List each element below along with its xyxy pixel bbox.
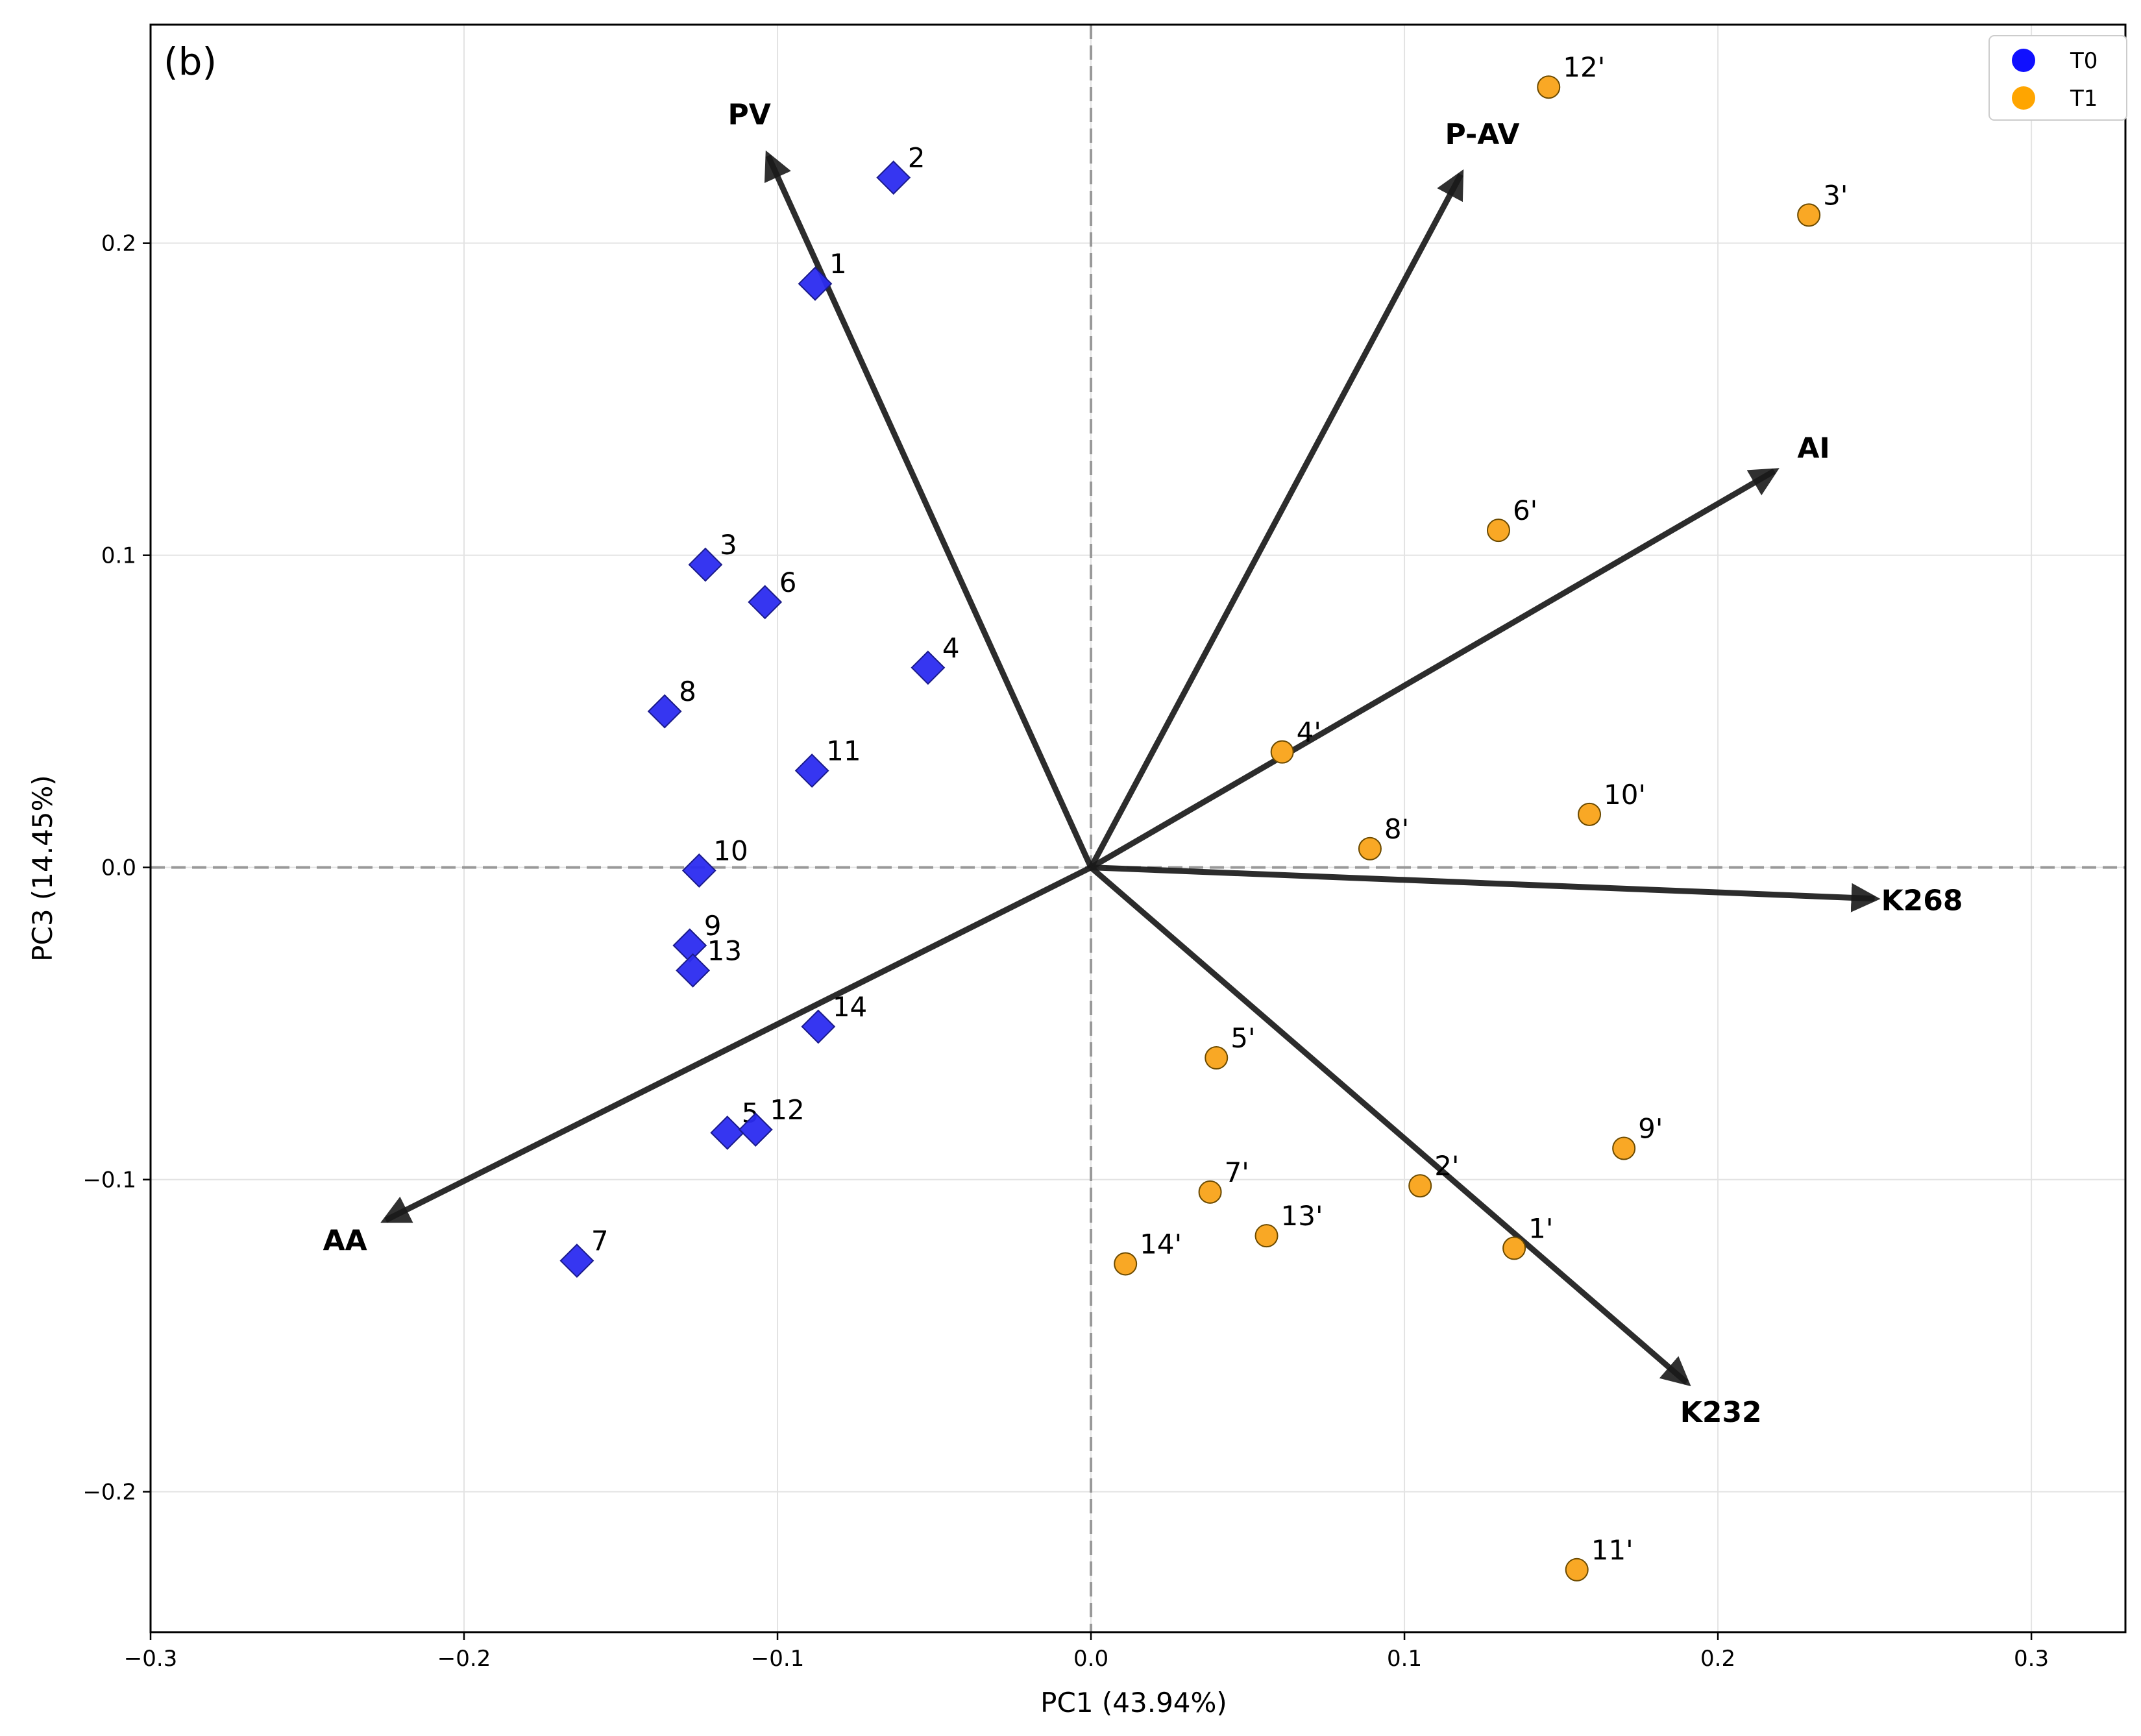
panel-label: (b) [164,40,217,84]
point-label-t0-6: 6 [779,567,797,598]
point-t1-10p [1578,802,1602,826]
loading-arrow-p-av [1088,169,1464,869]
point-t0-11 [794,753,829,788]
point-t1-2p [1408,1174,1432,1198]
point-t1-1p [1502,1236,1526,1260]
x-tick-label: 0.2 [1700,1646,1735,1672]
x-tick-label: 0.3 [2014,1646,2049,1672]
point-t1-5p [1205,1046,1229,1070]
loading-arrow-aa [380,864,1093,1223]
y-tick-label: −0.2 [82,1480,136,1506]
y-axis-label: PC3 (14.45%) [27,775,58,962]
point-label-t1-11p: 11' [1591,1534,1633,1566]
x-tick-label: 0.1 [1387,1646,1422,1672]
point-t1-3p [1797,203,1821,227]
point-t0-4 [911,650,946,685]
x-tick-label: −0.2 [437,1646,491,1672]
y-tick-label: 0.1 [101,543,136,569]
x-axis-label: PC1 (43.94%) [1040,1687,1227,1718]
loading-arrow-k268 [1090,864,1881,912]
point-label-t1-1p: 1' [1528,1212,1553,1244]
legend: T0 T1 [1988,35,2127,121]
point-label-t0-9: 9 [704,910,722,942]
point-label-t0-13: 13 [707,935,742,966]
point-t0-12 [738,1112,773,1147]
point-t0-8 [647,694,682,729]
point-t1-11p [1565,1558,1589,1582]
point-t1-8p [1358,837,1382,861]
grid [150,25,2125,1632]
legend-marker-t0 [2012,49,2035,72]
legend-marker-t1 [2012,86,2035,110]
point-label-t1-12p: 12' [1563,51,1605,83]
x-tick-label: 0.0 [1073,1646,1108,1672]
point-label-t0-11: 11 [826,735,861,767]
loading-label-pv: PV [728,98,770,131]
point-t0-5 [710,1116,745,1150]
point-t0-10 [681,853,716,888]
loading-arrow-k232 [1089,865,1691,1387]
point-t0-13 [676,953,711,988]
loading-label-p-av: P-AV [1445,118,1520,151]
zero-lines [151,25,2125,1632]
axes: −0.3 −0.2 −0.1 0.0 0.1 0.2 0.3 −0.2 −0.1 0.0 0.1 0.… [82,23,2127,1672]
loading-arrow-ai [1089,468,1780,870]
y-tick-label: −0.1 [82,1168,136,1193]
point-label-t1-9p: 9' [1638,1112,1663,1144]
point-label-t1-2p: 2' [1434,1150,1459,1182]
y-tick-label: 0.2 [101,231,136,257]
point-t0-14 [801,1009,836,1044]
point-t0-7 [559,1243,594,1278]
point-label-t0-14: 14 [833,991,867,1023]
legend-label-t1: T1 [2070,86,2098,112]
legend-label-t0: T0 [2070,48,2098,74]
point-label-t0-4: 4 [942,632,960,664]
loading-label-aa: AA [323,1224,367,1257]
point-t1-6p [1486,519,1510,543]
point-t1-14p [1114,1252,1138,1276]
point-label-t0-7: 7 [591,1225,609,1257]
point-t0-2 [876,160,911,195]
point-t1-9p [1612,1136,1636,1160]
point-label-t1-5p: 5' [1230,1022,1255,1054]
loading-label-k268: K268 [1881,885,1963,918]
point-t1-13p [1254,1224,1278,1248]
loading-label-k232: K232 [1680,1396,1762,1429]
point-t0-3 [688,547,723,582]
point-label-t1-4p: 4' [1297,716,1321,748]
scores: 12345678910111213141'2'3'4'5'6'7'8'9'10'… [559,51,1848,1582]
x-tick-label: −0.3 [124,1646,178,1672]
point-label-t1-13p: 13' [1281,1200,1323,1232]
point-label-t1-6p: 6' [1513,495,1537,526]
point-t1-7p [1198,1180,1222,1204]
point-t1-4p [1270,740,1294,764]
y-tick-label: 0.0 [101,855,136,881]
point-label-t1-14p: 14' [1140,1228,1182,1260]
point-label-t0-12: 12 [770,1094,804,1126]
point-t1-12p [1537,75,1561,99]
point-label-t1-8p: 8' [1384,813,1409,845]
plot-frame [149,23,2127,1633]
point-label-t0-1: 1 [829,248,847,280]
x-tick-label: −0.1 [751,1646,805,1672]
point-t0-1 [798,266,833,301]
point-label-t0-2: 2 [908,142,925,174]
point-label-t0-8: 8 [679,676,696,707]
point-label-t1-3p: 3' [1823,179,1848,211]
point-label-t1-10p: 10' [1604,779,1646,811]
point-label-t0-10: 10 [713,835,748,866]
point-label-t1-7p: 7' [1225,1156,1249,1188]
loading-label-ai: AI [1797,432,1829,465]
point-label-t0-3: 3 [720,529,737,561]
point-t0-6 [748,585,783,620]
